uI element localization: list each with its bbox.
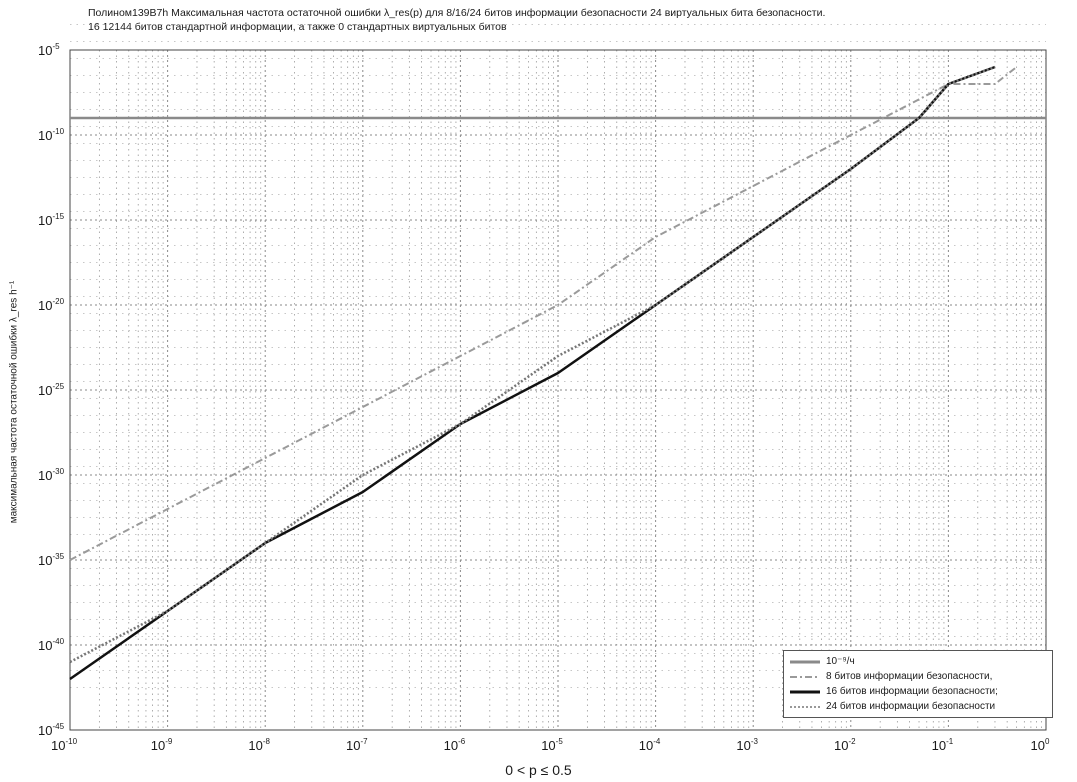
series-line-0 xyxy=(69,66,1018,561)
chart-title: Полином139B7h Максимальная частота остат… xyxy=(88,6,1068,34)
legend-label-24bit: 24 битов информации безопасности xyxy=(826,701,996,712)
legend-item-reference: 10⁻⁹/ч xyxy=(790,654,1046,669)
series-line-1 xyxy=(69,65,996,681)
legend-swatch-8bit xyxy=(790,675,820,678)
x-tick-label: 10-1 xyxy=(932,737,954,753)
legend-swatch-24bit xyxy=(790,705,820,708)
legend-label-16bit: 16 битов информации безопасности; xyxy=(826,686,998,697)
y-axis-label: максимальная частота остаточной ошибки λ… xyxy=(8,280,20,524)
legend: 10⁻⁹/ч 8 битов информации безопасности, … xyxy=(783,650,1053,718)
x-tick-label: 10-9 xyxy=(151,737,173,753)
x-tick-label: 100 xyxy=(1031,737,1050,753)
legend-swatch-16bit xyxy=(790,690,820,693)
x-axis-label: 0 < p ≤ 0.5 xyxy=(505,762,572,778)
chart-title-line1: Полином139B7h Максимальная частота остат… xyxy=(88,7,826,19)
y-tick-label: 10-30 xyxy=(38,467,65,483)
x-tick-label: 10-3 xyxy=(736,737,758,753)
legend-swatch-reference xyxy=(790,660,820,663)
y-axis-label-box: максимальная частота остаточной ошибки λ… xyxy=(6,92,22,712)
plot-frame xyxy=(69,49,1047,731)
y-tick-label: 10-40 xyxy=(38,637,65,653)
y-tick-label: 10-15 xyxy=(38,212,65,228)
y-tick-label: 10-35 xyxy=(38,552,65,568)
series-line-2 xyxy=(69,65,996,664)
legend-label-reference: 10⁻⁹/ч xyxy=(826,656,855,667)
y-tick-label: 10-45 xyxy=(38,722,65,738)
x-tick-label: 10-10 xyxy=(51,737,78,753)
y-tick-label: 10-20 xyxy=(38,297,65,313)
chart-title-line2: 16 12144 битов стандартной информации, а… xyxy=(88,21,507,33)
x-tick-label: 10-2 xyxy=(834,737,856,753)
y-tick-label: 10-10 xyxy=(38,127,65,143)
x-tick-label: 10-5 xyxy=(541,737,563,753)
legend-item-24bit: 24 битов информации безопасности xyxy=(790,699,1046,714)
legend-item-16bit: 16 битов информации безопасности; xyxy=(790,684,1046,699)
legend-item-8bit: 8 битов информации безопасности, xyxy=(790,669,1046,684)
x-tick-label: 10-8 xyxy=(248,737,270,753)
legend-label-8bit: 8 битов информации безопасности, xyxy=(826,671,993,682)
x-tick-label: 10-7 xyxy=(346,737,368,753)
y-tick-label: 10-25 xyxy=(38,382,65,398)
x-tick-label: 10-6 xyxy=(444,737,466,753)
y-tick-label: 10-5 xyxy=(38,42,60,58)
x-tick-label: 10-4 xyxy=(639,737,661,753)
